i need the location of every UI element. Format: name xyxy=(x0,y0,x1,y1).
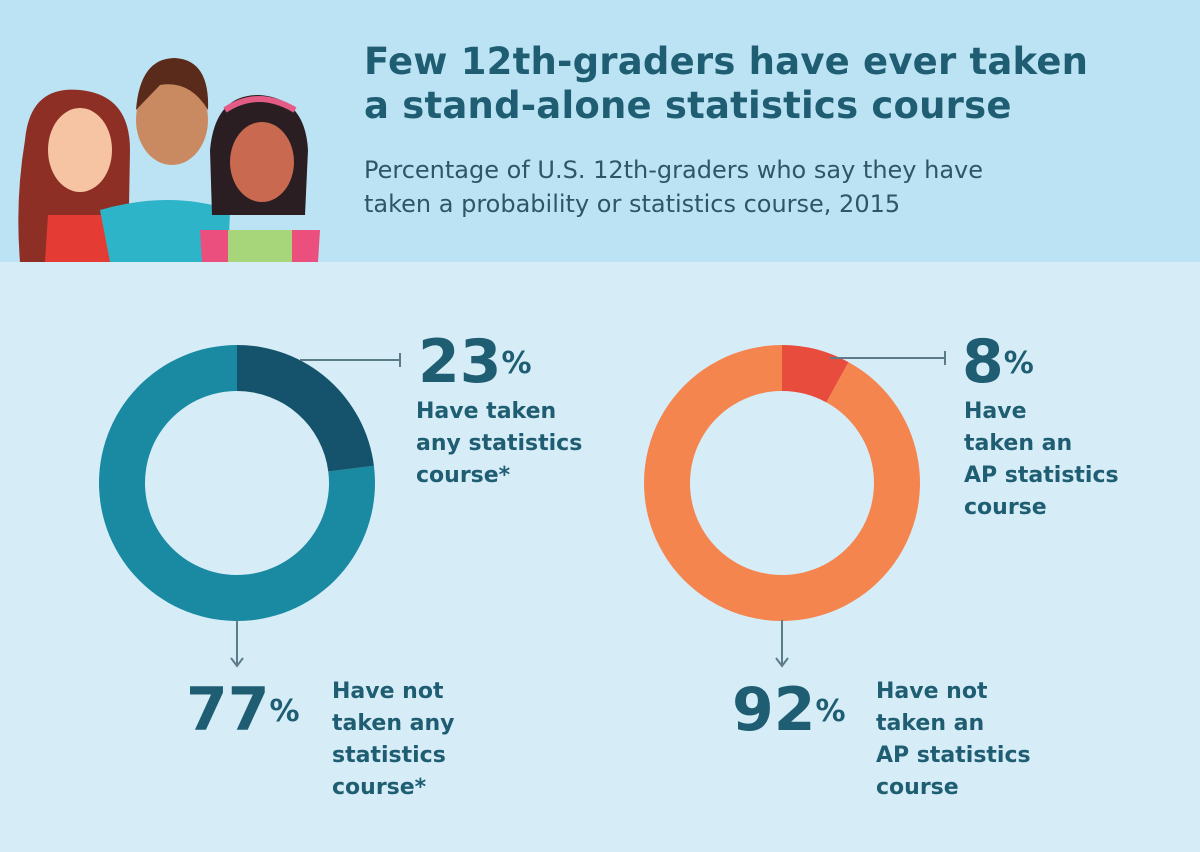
subtitle-line: taken a probability or statistics course… xyxy=(364,190,901,218)
title-line: a stand-alone statistics course xyxy=(364,84,1012,127)
label-line: Have not xyxy=(332,679,444,704)
students-illustration xyxy=(18,58,320,262)
slice-text-23: Have taken any statistics course* xyxy=(416,396,582,492)
label-line: taken any xyxy=(332,711,455,736)
label-line: Have xyxy=(964,399,1027,424)
label-line: course xyxy=(964,495,1047,520)
value-label-92: 92% xyxy=(732,675,846,745)
slice-text-8: Have taken an AP statistics course xyxy=(964,396,1119,524)
label-line: course xyxy=(876,775,959,800)
donut-slice-77 xyxy=(99,345,376,621)
chart-subtitle: Percentage of U.S. 12th-graders who say … xyxy=(364,153,1164,221)
leader-line-77 xyxy=(230,620,244,668)
chart-title: Few 12th-graders have ever taken a stand… xyxy=(364,40,1184,128)
leader-line-92 xyxy=(775,620,789,668)
slice-text-92: Have not taken an AP statistics course xyxy=(876,676,1031,804)
title-line: Few 12th-graders have ever taken xyxy=(364,40,1089,83)
leader-line-8 xyxy=(830,351,946,365)
leader-line-23 xyxy=(300,353,401,367)
value-label-77: 77% xyxy=(186,675,300,745)
leader-lines xyxy=(230,351,946,668)
header-band: Few 12th-graders have ever taken a stand… xyxy=(0,0,1200,262)
donut-charts xyxy=(99,345,946,668)
value-label-8: 8% xyxy=(962,327,1034,397)
donut-slice-23 xyxy=(237,345,374,472)
donut-slice-92 xyxy=(643,345,920,621)
donut-slice-8 xyxy=(782,345,849,403)
label-line: Have taken xyxy=(416,399,557,424)
label-line: Have not xyxy=(876,679,988,704)
value-label-23: 23% xyxy=(418,327,532,397)
label-line: AP statistics xyxy=(876,743,1031,768)
label-line: course* xyxy=(332,775,427,800)
label-line: course* xyxy=(416,463,511,488)
slice-text-77: Have not taken any statistics course* xyxy=(332,676,455,804)
label-line: taken an xyxy=(964,431,1073,456)
subtitle-line: Percentage of U.S. 12th-graders who say … xyxy=(364,156,984,184)
label-line: any statistics xyxy=(416,431,583,456)
label-line: taken an xyxy=(876,711,985,736)
label-line: AP statistics xyxy=(964,463,1119,488)
label-line: statistics xyxy=(332,743,446,768)
